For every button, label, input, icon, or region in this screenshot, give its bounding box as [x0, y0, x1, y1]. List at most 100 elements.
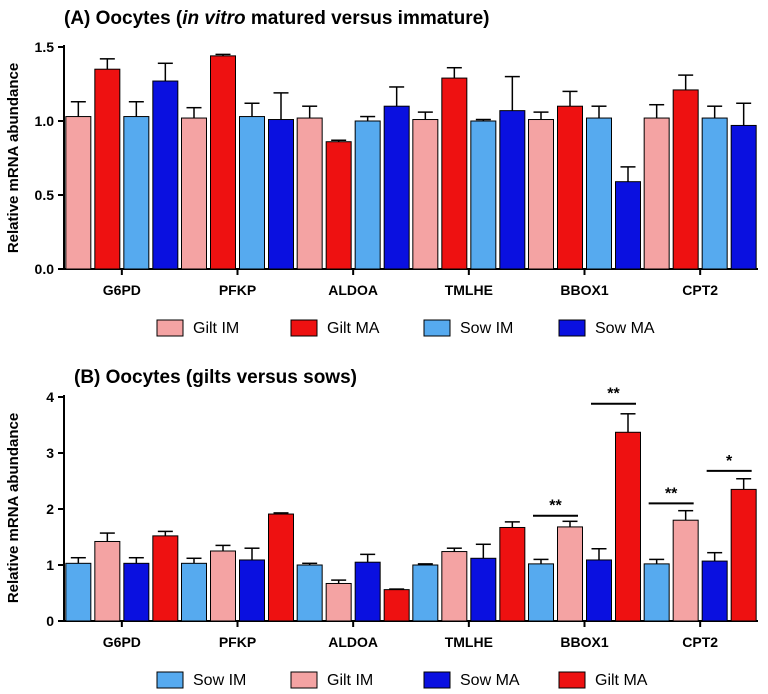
- x-tick-label: CPT2: [682, 282, 718, 298]
- bar: [94, 540, 121, 622]
- bar: [730, 488, 757, 622]
- significance-label: **: [665, 485, 678, 502]
- y-tick-label: 4: [46, 389, 54, 405]
- bar: [152, 80, 179, 270]
- bar: [325, 582, 352, 622]
- legend-swatch: [156, 319, 184, 337]
- significance-label: **: [549, 498, 562, 515]
- bar: [412, 119, 439, 270]
- panel-a-plot: 0.0 0.5 1.0 1.5 G6PD PFKP ALDOA TMLHE BBOX1 CPT2: [35, 39, 758, 298]
- bar: [123, 562, 150, 622]
- x-tick-label: PFKP: [219, 282, 256, 298]
- x-tick-label: G6PD: [103, 634, 141, 650]
- bar: [383, 105, 410, 270]
- bar: [557, 105, 583, 270]
- y-tick-label: 0: [46, 613, 54, 629]
- x-tick-label: ALDOA: [328, 634, 378, 650]
- bar: [268, 513, 294, 622]
- legend-label: Sow MA: [595, 320, 655, 337]
- legend-label: Gilt MA: [327, 320, 380, 337]
- y-tick-label: 1: [46, 557, 54, 573]
- legend-label: Sow IM: [193, 672, 246, 689]
- y-tick-label: 3: [46, 445, 54, 461]
- bar: [65, 562, 92, 622]
- legend-swatch: [290, 671, 318, 689]
- bar: [383, 589, 410, 622]
- bar: [412, 564, 439, 622]
- bar: [181, 117, 207, 270]
- bar: [701, 117, 728, 270]
- bar: [65, 116, 92, 270]
- legend-label: Gilt IM: [327, 672, 373, 689]
- y-tick-label: 1.5: [35, 39, 55, 55]
- bar: [586, 117, 612, 270]
- legend-swatch: [558, 671, 586, 689]
- panel-b-ylabel: Relative mRNA abundance: [5, 413, 22, 603]
- legend-label: Gilt IM: [193, 320, 239, 337]
- panel-b-legend: Sow IM Gilt IM Sow MA Gilt MA: [156, 671, 648, 689]
- panel-b-title: (B) Oocytes (gilts versus sows): [74, 367, 357, 388]
- x-tick-label: G6PD: [103, 282, 141, 298]
- x-tick-label: PFKP: [219, 634, 256, 650]
- x-tick-label: BBOX1: [560, 634, 608, 650]
- significance-label: **: [607, 386, 620, 403]
- bar: [441, 77, 468, 270]
- bar: [296, 117, 323, 270]
- bar: [210, 55, 236, 270]
- x-tick-label: ALDOA: [328, 282, 378, 298]
- legend-label: Sow IM: [460, 320, 513, 337]
- bar: [557, 526, 583, 622]
- bar: [701, 560, 728, 622]
- bar: [615, 181, 641, 270]
- bar: [730, 124, 757, 270]
- y-tick-label: 2: [46, 501, 54, 517]
- y-tick-label: 0.0: [35, 261, 55, 277]
- bar: [354, 561, 381, 622]
- x-tick-label: BBOX1: [560, 282, 608, 298]
- legend-swatch: [423, 319, 451, 337]
- legend-swatch: [558, 319, 586, 337]
- bar: [354, 120, 381, 270]
- legend-swatch: [290, 319, 318, 337]
- bar: [643, 117, 670, 270]
- bar: [615, 431, 641, 622]
- y-tick-label: 1.0: [35, 113, 55, 129]
- bar: [152, 535, 179, 622]
- bar: [239, 559, 265, 622]
- bar: [586, 559, 612, 622]
- significance-label: *: [726, 453, 733, 470]
- panel-b: (B) Oocytes (gilts versus sows) Relative…: [5, 367, 758, 689]
- bar: [643, 563, 670, 622]
- bar: [441, 551, 468, 622]
- panel-a-ylabel: Relative mRNA abundance: [5, 63, 22, 253]
- bar: [528, 563, 554, 622]
- bar: [528, 119, 554, 270]
- x-tick-label: CPT2: [682, 634, 718, 650]
- bar: [672, 519, 699, 622]
- bar: [268, 119, 294, 270]
- bar: [94, 68, 121, 270]
- bar: [672, 89, 699, 270]
- bar: [181, 562, 207, 622]
- x-tick-label: TMLHE: [445, 634, 493, 650]
- bar: [470, 557, 497, 622]
- bar: [210, 550, 236, 622]
- bar: [499, 110, 526, 270]
- bar: [239, 116, 265, 270]
- panel-a-legend: Gilt IM Gilt MA Sow IM Sow MA: [156, 319, 655, 337]
- bar: [470, 120, 497, 270]
- panel-a-title: (A) Oocytes (in vitro matured versus imm…: [64, 8, 490, 29]
- legend-label: Sow MA: [460, 672, 520, 689]
- bar: [325, 141, 352, 270]
- y-tick-label: 0.5: [35, 187, 55, 203]
- x-tick-label: TMLHE: [445, 282, 493, 298]
- bar: [296, 564, 323, 622]
- bar: [123, 116, 150, 270]
- legend-label: Gilt MA: [595, 672, 648, 689]
- legend-swatch: [423, 671, 451, 689]
- legend-swatch: [156, 671, 184, 689]
- panel-a: (A) Oocytes (in vitro matured versus imm…: [5, 8, 758, 337]
- bar: [499, 526, 526, 622]
